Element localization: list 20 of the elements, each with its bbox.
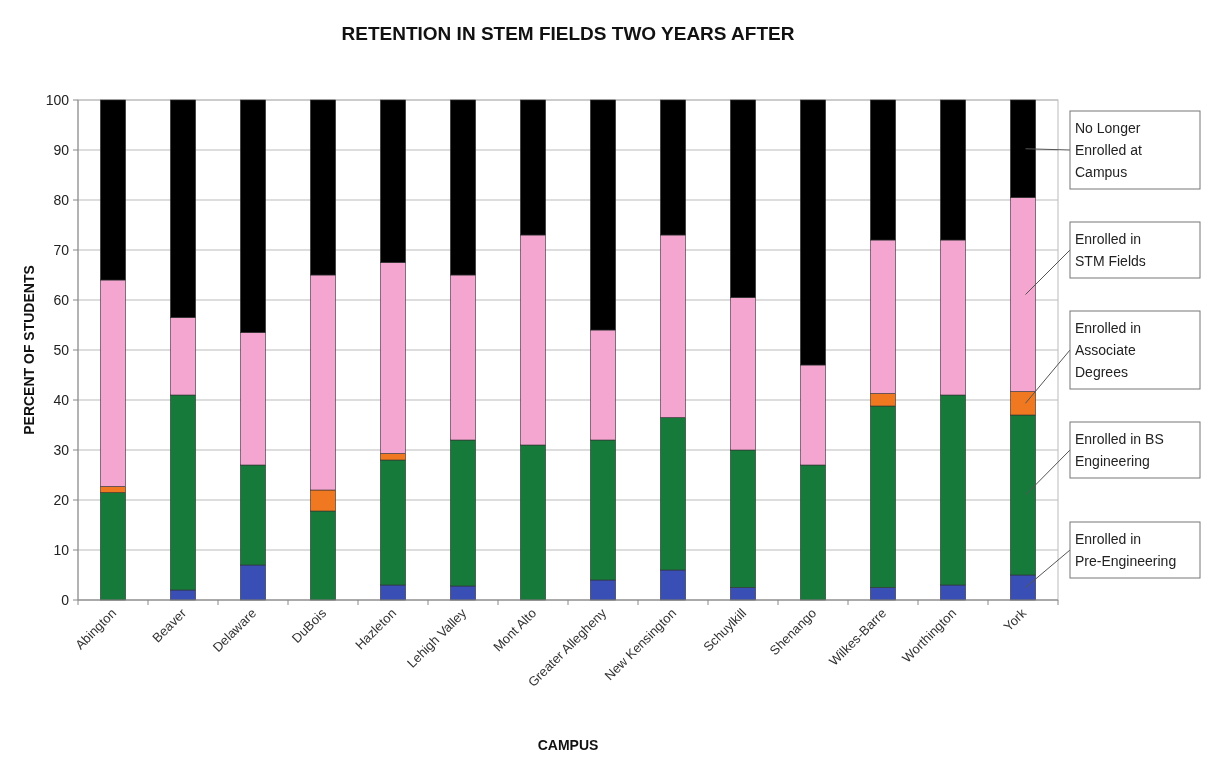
text: Enrolled in STM Fields bbox=[1075, 231, 1146, 269]
y-tick-label: 20 bbox=[53, 491, 70, 508]
y-tick-label: 50 bbox=[53, 341, 70, 358]
y-tick-label: 0 bbox=[61, 591, 70, 608]
y-axis-title: PERCENT OF STUDENTS bbox=[21, 265, 37, 435]
y-tick-label: 60 bbox=[53, 291, 70, 308]
y-tick-label: 10 bbox=[53, 541, 70, 558]
y-tick-label: 70 bbox=[53, 241, 70, 258]
y-tick-label: 90 bbox=[53, 141, 70, 158]
chart-title: RETENTION IN STEM FIELDS TWO YEARS AFTER bbox=[341, 23, 795, 44]
y-tick-label: 30 bbox=[53, 441, 70, 458]
text: No Longer Enrolled at Campus bbox=[1075, 120, 1143, 180]
text: Enrolled in BS Engineering bbox=[1075, 431, 1164, 469]
x-tick-label: York bbox=[1000, 605, 1030, 635]
y-tick-label: 80 bbox=[53, 191, 70, 208]
y-tick-label: 40 bbox=[53, 391, 70, 408]
text: Enrolled in Pre-Engineering bbox=[1075, 531, 1177, 569]
x-axis-title: CAMPUS bbox=[537, 737, 599, 753]
y-tick-label: 100 bbox=[45, 91, 70, 108]
text: Enrolled in Associate Degrees bbox=[1075, 320, 1142, 380]
